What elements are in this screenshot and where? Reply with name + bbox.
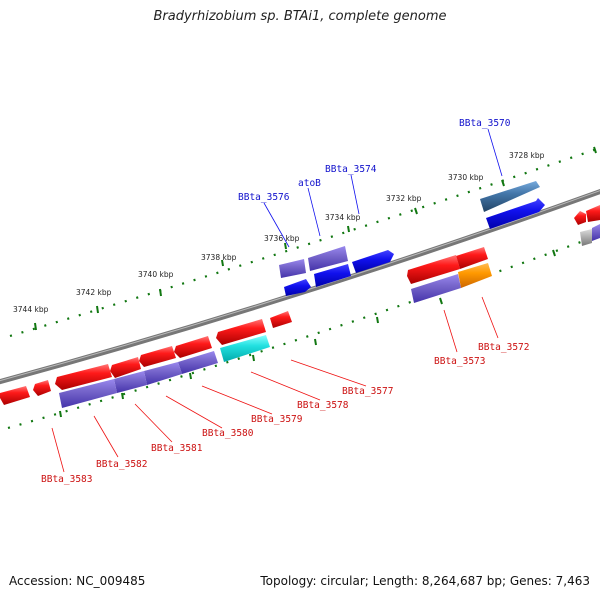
gene-label-BBta_3570: BBta_3570 xyxy=(459,118,511,129)
feature-orange xyxy=(458,263,492,288)
bottom-leader-lines xyxy=(51,296,499,473)
feature-cds xyxy=(0,386,30,405)
feature-cds xyxy=(574,211,586,225)
feature-rna xyxy=(486,198,545,229)
tick-label: 3738 kbp xyxy=(201,253,237,262)
gene-label-BBta_3574: BBta_3574 xyxy=(325,164,377,175)
feature-cds xyxy=(270,311,292,328)
outer-major-ticks xyxy=(34,146,597,331)
feature-gene xyxy=(144,362,182,385)
feature-misc xyxy=(220,335,270,362)
outer-scale-ring xyxy=(9,146,600,338)
gene-label-BBta_3572: BBta_3572 xyxy=(478,342,529,353)
feature-cds xyxy=(407,255,460,284)
map-title: Bradyrhizobium sp. BTAi1, complete genom… xyxy=(153,9,447,24)
feature-gene xyxy=(114,371,147,393)
feature-cds xyxy=(174,336,212,358)
tick-label: 3728 kbp xyxy=(509,151,545,160)
feature-gene xyxy=(592,224,600,241)
gene-label-atoB: atoB xyxy=(298,178,321,189)
gene-label-BBta_3583: BBta_3583 xyxy=(41,474,92,485)
gene-label-BBta_3576: BBta_3576 xyxy=(238,192,290,203)
tick-label: 3734 kbp xyxy=(325,213,361,222)
tick-label: 3732 kbp xyxy=(386,194,422,203)
feature-cds xyxy=(55,364,112,390)
feature-rna xyxy=(352,250,394,273)
gene-label-BBta_3578: BBta_3578 xyxy=(297,400,349,411)
feature-gray xyxy=(580,229,592,246)
feature-cds xyxy=(139,346,176,367)
accession-text: Accession: NC_009485 xyxy=(9,574,146,588)
gene-label-BBta_3573: BBta_3573 xyxy=(434,356,485,367)
feature-gene xyxy=(279,259,306,278)
feature-steel xyxy=(480,181,540,212)
topology-text: Topology: circular; Length: 8,264,687 bp… xyxy=(260,574,590,588)
inner-scale-ring xyxy=(7,233,600,430)
tick-label: 3740 kbp xyxy=(138,270,174,279)
tick-label: 3744 kbp xyxy=(13,305,49,314)
tick-label: 3736 kbp xyxy=(264,234,300,243)
feature-cds xyxy=(456,247,488,269)
feature-gene xyxy=(308,246,348,271)
feature-gene xyxy=(59,379,117,408)
feature-gene xyxy=(411,274,461,303)
gene-label-BBta_3580: BBta_3580 xyxy=(202,428,254,439)
feature-rna xyxy=(284,279,311,296)
tick-label: 3742 kbp xyxy=(76,288,112,297)
tick-label: 3730 kbp xyxy=(448,173,484,182)
gene-label-BBta_3581: BBta_3581 xyxy=(151,443,203,454)
feature-cds xyxy=(216,319,266,345)
feature-gene xyxy=(178,351,218,374)
top-leader-lines xyxy=(263,128,503,248)
feature-cds xyxy=(110,357,141,378)
inner-major-ticks xyxy=(59,249,556,418)
gene-label-BBta_3577: BBta_3577 xyxy=(342,386,393,397)
gene-label-BBta_3579: BBta_3579 xyxy=(251,414,303,425)
feature-cds xyxy=(586,205,600,222)
feature-cds xyxy=(33,380,51,396)
feature-rna xyxy=(314,264,351,287)
gene-label-BBta_3582: BBta_3582 xyxy=(96,459,147,470)
